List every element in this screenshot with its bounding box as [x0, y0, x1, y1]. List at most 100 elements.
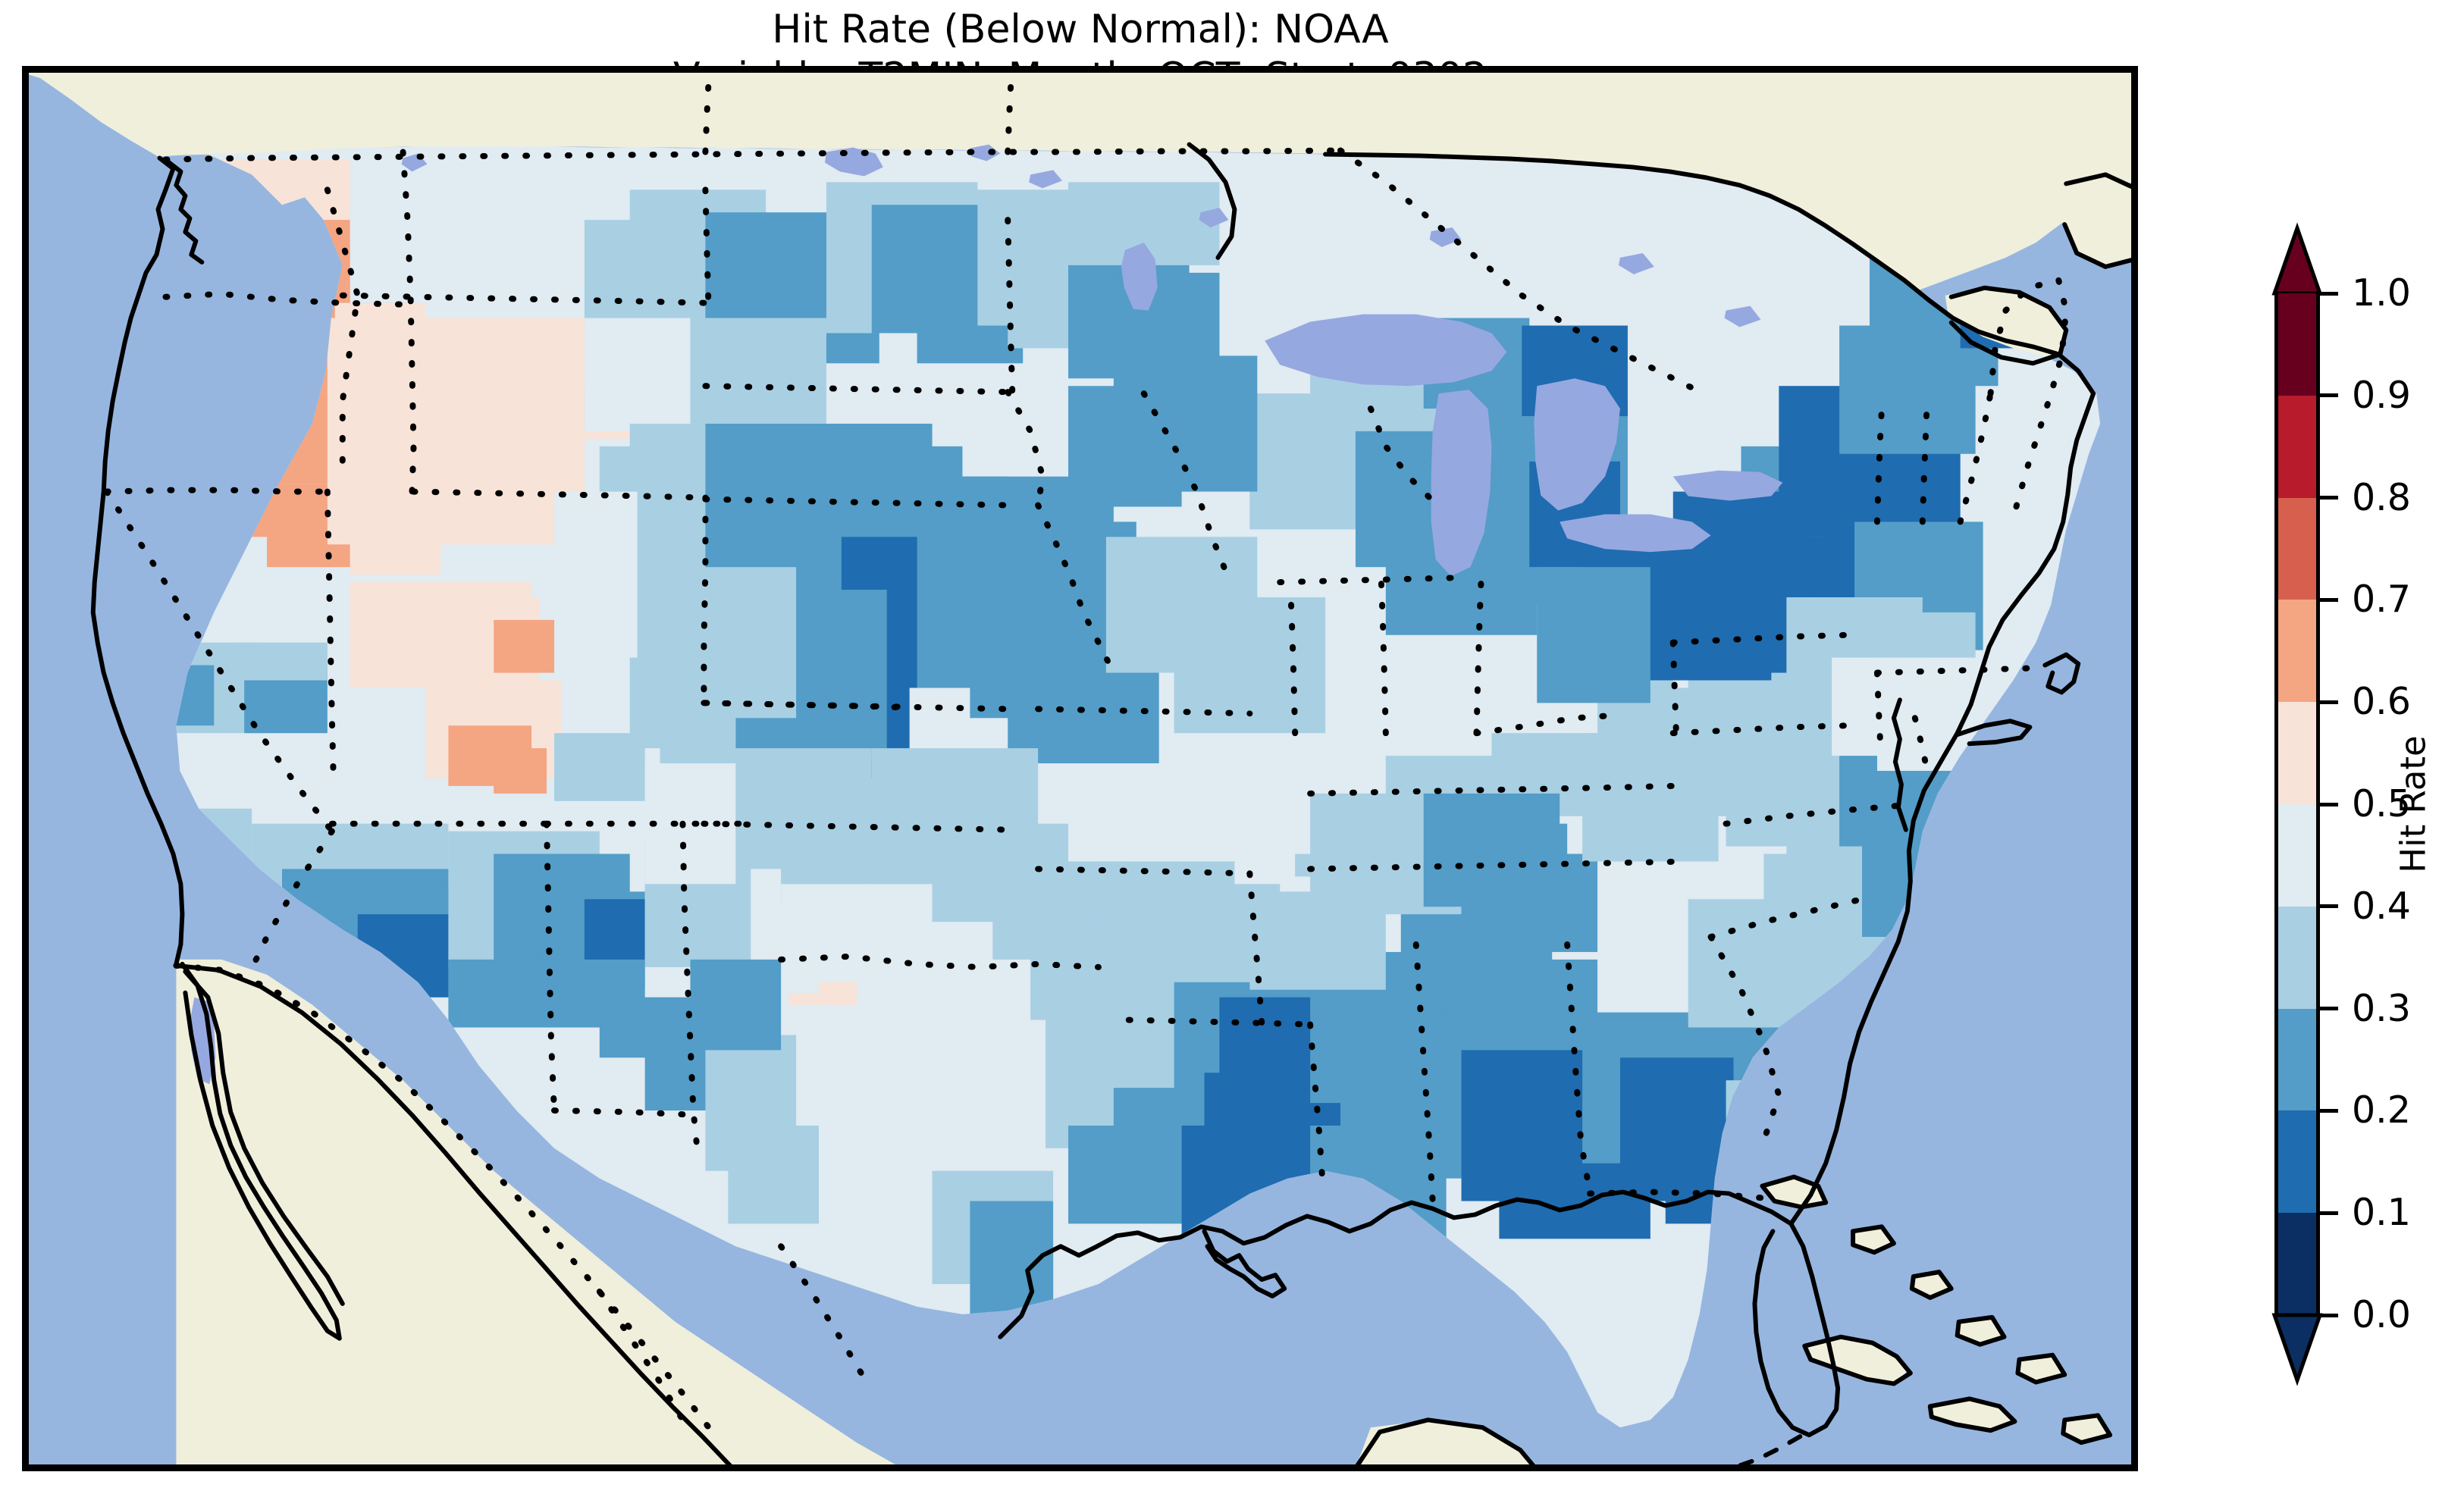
yucatan-coast — [1353, 1417, 1538, 1468]
florida-coast — [1752, 1221, 1841, 1438]
tick-mark — [2320, 802, 2338, 807]
border-vt-nh — [1919, 398, 1930, 525]
colorbar-segment-4 — [2274, 702, 2320, 804]
coastline-layer — [90, 142, 2135, 1468]
tick-label: 0.2 — [2352, 1088, 2411, 1132]
newfoundland-landmass — [2062, 174, 2135, 265]
colorbar-extend-under — [2271, 1313, 2323, 1386]
mexico-landmass — [176, 959, 902, 1468]
tick-label: 0.9 — [2352, 373, 2411, 417]
baja-coast — [180, 961, 342, 1341]
border-sd-mn — [1005, 389, 1046, 509]
border-canada-provinces2 — [1005, 69, 1016, 155]
border-mt-nd — [702, 186, 712, 306]
tick-mark — [2320, 1007, 2338, 1011]
border-sd-ne — [702, 496, 1011, 509]
border-ks-ok — [701, 820, 1011, 833]
lake-huron — [1534, 378, 1620, 511]
tick-label: 0.3 — [2352, 986, 2411, 1030]
border-mt-wy — [339, 292, 709, 306]
border-me-canada — [1987, 276, 2070, 510]
colorbar-segment-1 — [2274, 395, 2320, 498]
border-canada-provinces — [702, 69, 713, 155]
border-nd-sd — [702, 383, 1011, 396]
border-la-ms — [1307, 1021, 1326, 1182]
border-az-nm — [544, 820, 557, 1114]
tick-label: 0.5 — [2352, 782, 2411, 825]
border-nm-tx — [679, 820, 701, 1159]
tick-mark — [2320, 1211, 2338, 1215]
border-co-ne — [701, 494, 709, 706]
long-island — [1955, 719, 2033, 747]
tick-mark — [2320, 1313, 2338, 1317]
mississippi-delta — [1202, 1229, 1287, 1298]
state-border-layer — [103, 69, 2070, 1439]
border-tn-border — [1307, 858, 1691, 872]
border-il-ia — [1287, 587, 1299, 737]
border-nv-ut — [324, 488, 337, 781]
lake-erie — [1560, 514, 1711, 553]
border-mexico-internal — [596, 1289, 691, 1431]
border-tn-ky — [1307, 782, 1676, 797]
border-mn-wi — [1140, 390, 1230, 578]
florida-keys — [1734, 1434, 1803, 1468]
gulf-coast — [998, 1189, 1794, 1339]
tick-label: 0.6 — [2352, 680, 2411, 724]
border-canada-quebec — [1337, 147, 1707, 397]
colorbar-ticks: 1.0 0.9 0.8 0.7 0.6 0.5 0.4 0.3 0.2 0.1 0.0 — [2320, 272, 2464, 1336]
colorbar-axis-label: Hit Rate — [2393, 735, 2434, 873]
gulf-of-california — [183, 969, 345, 1306]
border-ga-sc — [1707, 934, 1782, 1144]
tick-mark — [2320, 291, 2338, 296]
tick-mark — [2320, 904, 2338, 909]
border-mexico-internal2 — [778, 1243, 873, 1392]
border-ga-fl — [1587, 1189, 1767, 1201]
lake-superior — [1265, 314, 1507, 387]
colorbar: 1.0 0.9 0.8 0.7 0.6 0.5 0.4 0.3 0.2 0.1 0.0 — [2271, 222, 2411, 1386]
tick-mark — [2320, 496, 2338, 500]
border-wy-co — [410, 488, 709, 501]
border-id-mt — [324, 186, 361, 465]
border-sc-nc — [1707, 896, 1866, 941]
border-ny-vt — [1873, 406, 1885, 525]
mexico-west-coast — [174, 963, 735, 1468]
border-in-il — [1378, 579, 1389, 737]
border-pa-ny — [1669, 631, 1851, 646]
border-ca-nv — [103, 488, 335, 835]
border-ne-ks — [702, 700, 1011, 713]
tick-mark — [2320, 1108, 2338, 1113]
border-wi-il — [1277, 575, 1465, 586]
cuba-coast — [1802, 1334, 1913, 1386]
tick-label: 0.0 — [2352, 1293, 2411, 1336]
hudson-bay-coast — [1187, 142, 1237, 260]
colorbar-segment-7 — [2274, 1008, 2320, 1111]
tick-mark — [2320, 700, 2338, 704]
border-canada-us-west — [162, 147, 1344, 163]
border-nm-south — [551, 1107, 701, 1119]
tick-mark — [2320, 393, 2338, 398]
border-ma-ct — [1873, 665, 2032, 676]
colorbar-segment-5 — [2274, 803, 2320, 907]
lake-michigan — [1431, 390, 1492, 577]
border-pa-md — [1669, 722, 1851, 737]
tick-label: 0.7 — [2352, 578, 2411, 622]
bahamas-coast — [1760, 1174, 2113, 1445]
canada-east-coast — [1323, 152, 2096, 396]
map-axes — [22, 66, 2138, 1471]
colorbar-segment-3 — [2274, 600, 2320, 703]
tick-mark — [2320, 597, 2338, 602]
west-coast — [90, 155, 185, 966]
title-line-1: Hit Rate (Below Normal): NOAA — [772, 7, 1389, 52]
border-ms-al — [1412, 941, 1436, 1204]
border-ar-ms — [1246, 870, 1265, 1028]
cape-cod — [2042, 652, 2081, 695]
border-nc-va — [1723, 802, 1903, 827]
puget-sound — [165, 158, 205, 265]
colorbar-segment-2 — [2274, 497, 2320, 600]
colorbar-extend-over — [2271, 222, 2323, 296]
tick-label: 0.1 — [2352, 1191, 2411, 1235]
border-oh-pa — [1669, 639, 1679, 734]
border-ca-az — [246, 828, 335, 978]
colorbar-segment-0 — [2274, 293, 2320, 396]
great-slave-lake — [824, 147, 883, 177]
